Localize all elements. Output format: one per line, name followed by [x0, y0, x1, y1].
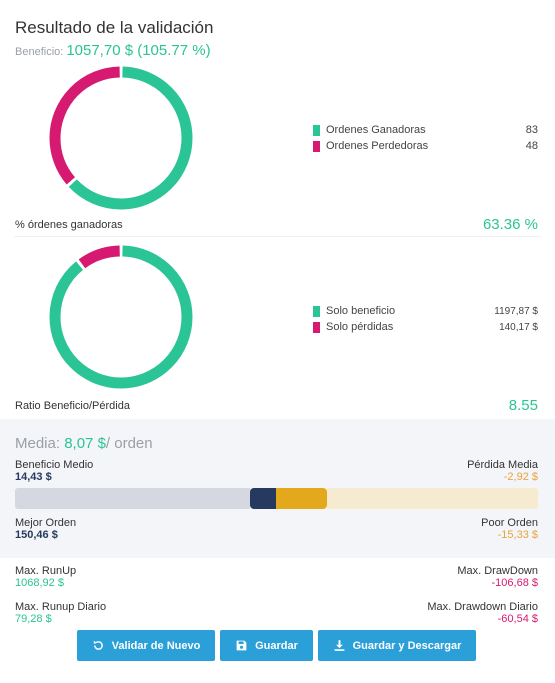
profit-legend: Solo beneficio 1197,87 $ Solo pérdidas 1…	[313, 303, 538, 335]
profit-donut-profit-arc	[49, 245, 193, 389]
page-title: Resultado de la validación	[15, 18, 214, 37]
best-order-value: 150,46 $	[15, 529, 58, 541]
average-label: Media:	[15, 435, 61, 452]
max-drawdown-daily-block: Max. Drawdown Diario -60,54 $	[427, 601, 538, 625]
legend-label: Solo beneficio	[326, 305, 396, 317]
legend-item-profit-only: Solo beneficio 1197,87 $	[313, 303, 538, 319]
average-unit: / orden	[105, 435, 153, 452]
average-range-bar	[15, 488, 538, 509]
divider	[14, 236, 541, 237]
max-drawdown-daily-value: -60,54 $	[497, 613, 538, 625]
legend-swatch	[313, 124, 320, 136]
max-runup-daily-block: Max. Runup Diario 79,28 $	[15, 601, 106, 625]
save-and-download-label: Guardar y Descargar	[352, 639, 462, 652]
max-runup-value: 1068,92 $	[15, 577, 64, 589]
legend-value: 83	[525, 124, 538, 136]
profit-ratio-value: 8.55	[508, 397, 538, 414]
max-runup-daily-value: 79,28 $	[15, 613, 52, 625]
legend-swatch	[313, 305, 320, 317]
save-label: Guardar	[255, 639, 298, 652]
refresh-icon	[93, 640, 103, 650]
bar-loss-track	[327, 488, 538, 509]
avg-loss-label: Pérdida Media	[467, 459, 538, 471]
worst-order-value: -15,33 $	[497, 529, 538, 541]
average-title: Media: 8,07 $/ orden	[15, 435, 153, 452]
legend-label: Solo pérdidas	[326, 321, 394, 333]
legend-label: Ordenes Perdedoras	[326, 140, 429, 152]
avg-profit-block: Beneficio Medio 14,43 $	[15, 459, 93, 483]
validate-again-button[interactable]: Validar de Nuevo	[77, 630, 215, 661]
win-rate-label: % órdenes ganadoras	[15, 219, 123, 231]
max-drawdown-daily-label: Max. Drawdown Diario	[427, 601, 538, 613]
legend-swatch	[313, 321, 320, 333]
download-icon	[334, 640, 344, 651]
benefit-value: 1057,70 $	[66, 42, 134, 59]
orders-donut-loss-arc	[49, 66, 193, 210]
benefit-pct: (105.77 %)	[137, 42, 211, 59]
avg-loss-value: -2,92 $	[503, 471, 538, 483]
legend-item-losing-orders: Ordenes Perdedoras 48	[313, 138, 538, 154]
bar-avg-profit-fill	[250, 488, 276, 509]
legend-value: 1197,87 $	[494, 305, 538, 317]
max-runup-daily-label: Max. Runup Diario	[15, 601, 107, 613]
save-and-download-button[interactable]: Guardar y Descargar	[318, 630, 476, 661]
max-drawdown-label: Max. DrawDown	[457, 565, 538, 577]
legend-swatch	[313, 140, 320, 152]
legend-value: 48	[525, 140, 538, 152]
orders-legend: Ordenes Ganadoras 83 Ordenes Perdedoras …	[313, 122, 538, 154]
max-runup-block: Max. RunUp 1068,92 $	[15, 565, 76, 589]
orders-donut-win-arc	[49, 66, 193, 210]
average-value: 8,07 $	[64, 435, 106, 452]
win-rate-value: 63.36 %	[482, 216, 538, 233]
legend-label: Ordenes Ganadoras	[326, 124, 426, 136]
best-order-block: Mejor Orden 150,46 $	[15, 517, 76, 541]
benefit-summary: Beneficio: 1057,70 $ (105.77 %)	[15, 42, 211, 59]
legend-value: 140,17 $	[499, 321, 538, 333]
legend-item-winning-orders: Ordenes Ganadoras 83	[313, 122, 538, 138]
average-panel: Media: 8,07 $/ orden Beneficio Medio 14,…	[0, 419, 555, 558]
legend-item-loss-only: Solo pérdidas 140,17 $	[313, 319, 538, 335]
max-drawdown-value: -106,68 $	[491, 577, 538, 589]
worst-order-label: Poor Orden	[481, 517, 538, 529]
avg-profit-value: 14,43 $	[15, 471, 52, 483]
orders-donut-chart	[49, 66, 193, 210]
benefit-label: Beneficio:	[15, 46, 64, 58]
max-runup-label: Max. RunUp	[15, 565, 77, 577]
avg-loss-block: Pérdida Media -2,92 $	[467, 459, 538, 483]
worst-order-block: Poor Orden -15,33 $	[481, 517, 538, 541]
profit-ratio-label: Ratio Beneficio/Pérdida	[15, 400, 130, 412]
bar-avg-loss-fill	[276, 488, 327, 509]
bar-profit-track	[15, 488, 250, 509]
profit-donut-chart	[49, 245, 193, 389]
best-order-label: Mejor Orden	[15, 517, 77, 529]
save-button[interactable]: Guardar	[220, 630, 313, 661]
floppy-disk-icon	[236, 640, 247, 651]
max-drawdown-block: Max. DrawDown -106,68 $	[457, 565, 538, 589]
validate-again-label: Validar de Nuevo	[111, 639, 201, 652]
avg-profit-label: Beneficio Medio	[15, 459, 94, 471]
